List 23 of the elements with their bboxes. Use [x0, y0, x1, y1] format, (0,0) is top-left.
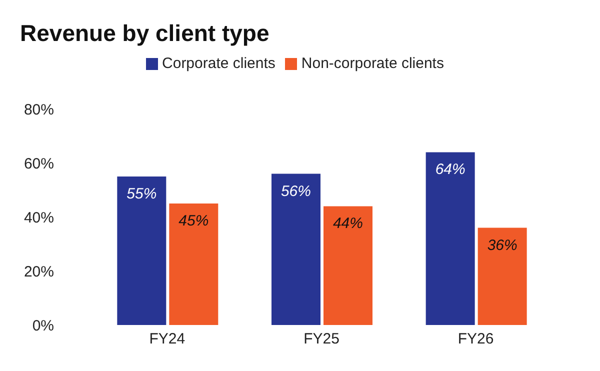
x-tick-label: FY26 [458, 330, 494, 348]
data-label: 56% [280, 182, 312, 200]
bar [271, 174, 320, 325]
bar [426, 152, 475, 325]
bar [478, 228, 527, 325]
y-tick-label: 80% [24, 101, 54, 118]
y-tick-label: 40% [24, 209, 54, 226]
y-tick-label: 0% [32, 317, 54, 334]
x-tick-label: FY24 [149, 330, 186, 348]
bar [323, 206, 372, 325]
data-label: 55% [126, 186, 157, 202]
chart-title: Revenue by client type [20, 20, 270, 47]
data-label: 45% [178, 212, 209, 230]
legend-label: Non-corporate clients [301, 55, 444, 72]
x-tick-label: FY25 [304, 330, 340, 348]
y-tick-label: 20% [24, 263, 54, 280]
legend-label: Corporate clients [162, 55, 276, 72]
data-label: 36% [487, 236, 518, 254]
bar [117, 176, 166, 325]
bar [169, 204, 218, 325]
y-tick-label: 60% [24, 155, 54, 172]
data-label: 64% [435, 161, 466, 178]
data-label: 44% [332, 215, 364, 232]
